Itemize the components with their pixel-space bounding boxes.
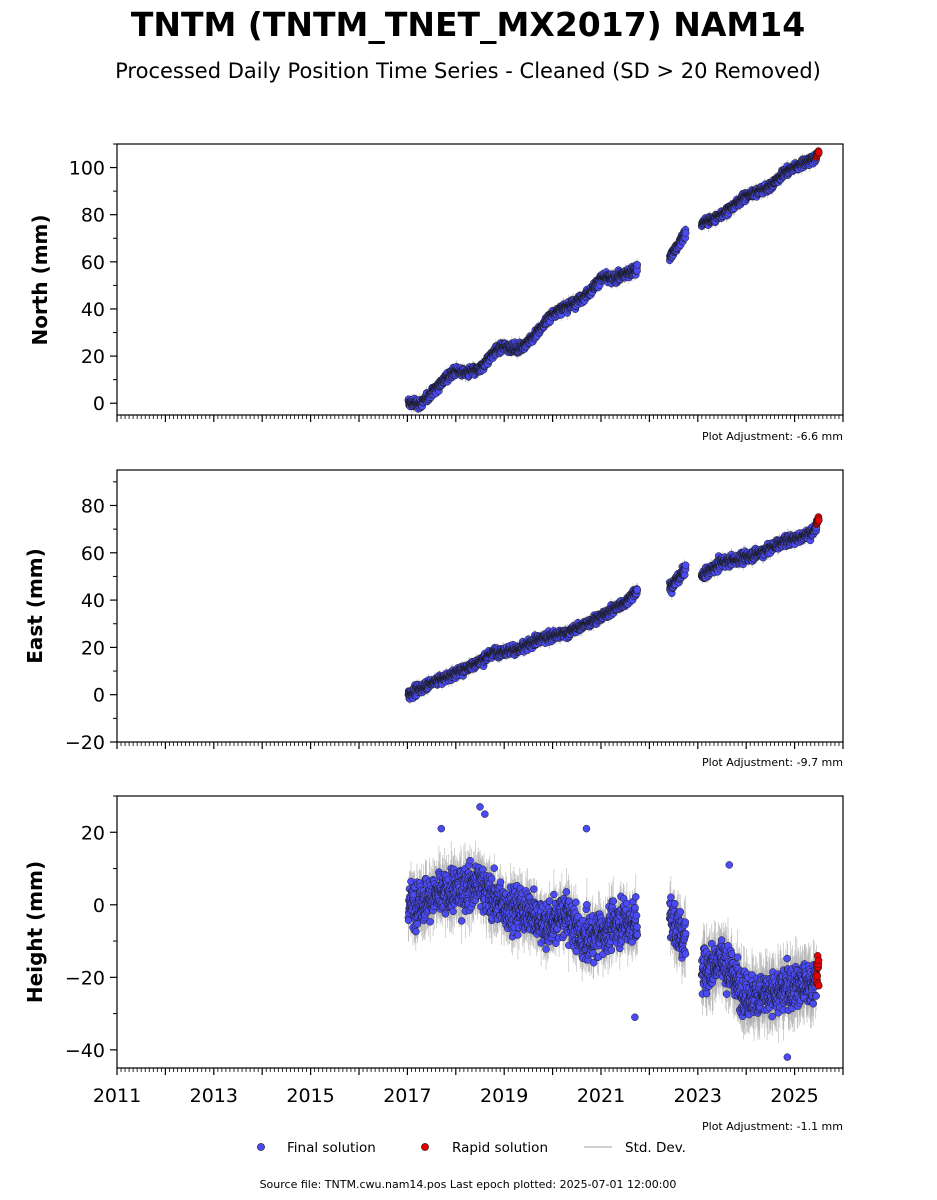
north-final-points (404, 150, 821, 413)
east-plot-frame (116, 469, 844, 743)
north-final-point (681, 229, 690, 237)
east-ytick-label: 60 (81, 543, 105, 565)
north-ytick-label: 100 (69, 158, 105, 180)
east-ytick-label: 80 (81, 495, 105, 517)
east-plot-adjustment: Plot Adjustment: -9.7 mm (702, 756, 843, 769)
north-final-point (633, 261, 642, 269)
east-ytick-label: 0 (93, 685, 105, 707)
north-plot-adjustment: Plot Adjustment: -6.6 mm (702, 430, 843, 443)
north-ytick-label: 60 (81, 252, 105, 274)
north-ytick-label: 20 (81, 346, 105, 368)
north-rapid-points (812, 147, 823, 161)
north-rapid-point (815, 148, 823, 157)
north-ytick-label: 0 (93, 393, 105, 415)
east-panel: East (mm) Plot Adjustment: -9.7 mm −20 0 2… (23, 469, 844, 769)
east-ytick-label: 40 (81, 590, 105, 612)
north-ytick-label: 80 (81, 205, 105, 227)
east-ytick-label: −20 (65, 732, 105, 754)
north-ytick-label: 40 (81, 299, 105, 321)
east-axis-label: East (mm) (23, 548, 47, 664)
north-panel: North (mm) Plot Adjustment: -6.6 mm 0 20 4… (28, 143, 844, 443)
chart-subtitle: Processed Daily Position Time Series - C… (115, 59, 821, 83)
chart-title: TNTM (TNTM_TNET_MX2017) NAM14 (131, 5, 805, 44)
east-ytick-label: 20 (81, 637, 105, 659)
north-axis-label: North (mm) (28, 214, 52, 345)
